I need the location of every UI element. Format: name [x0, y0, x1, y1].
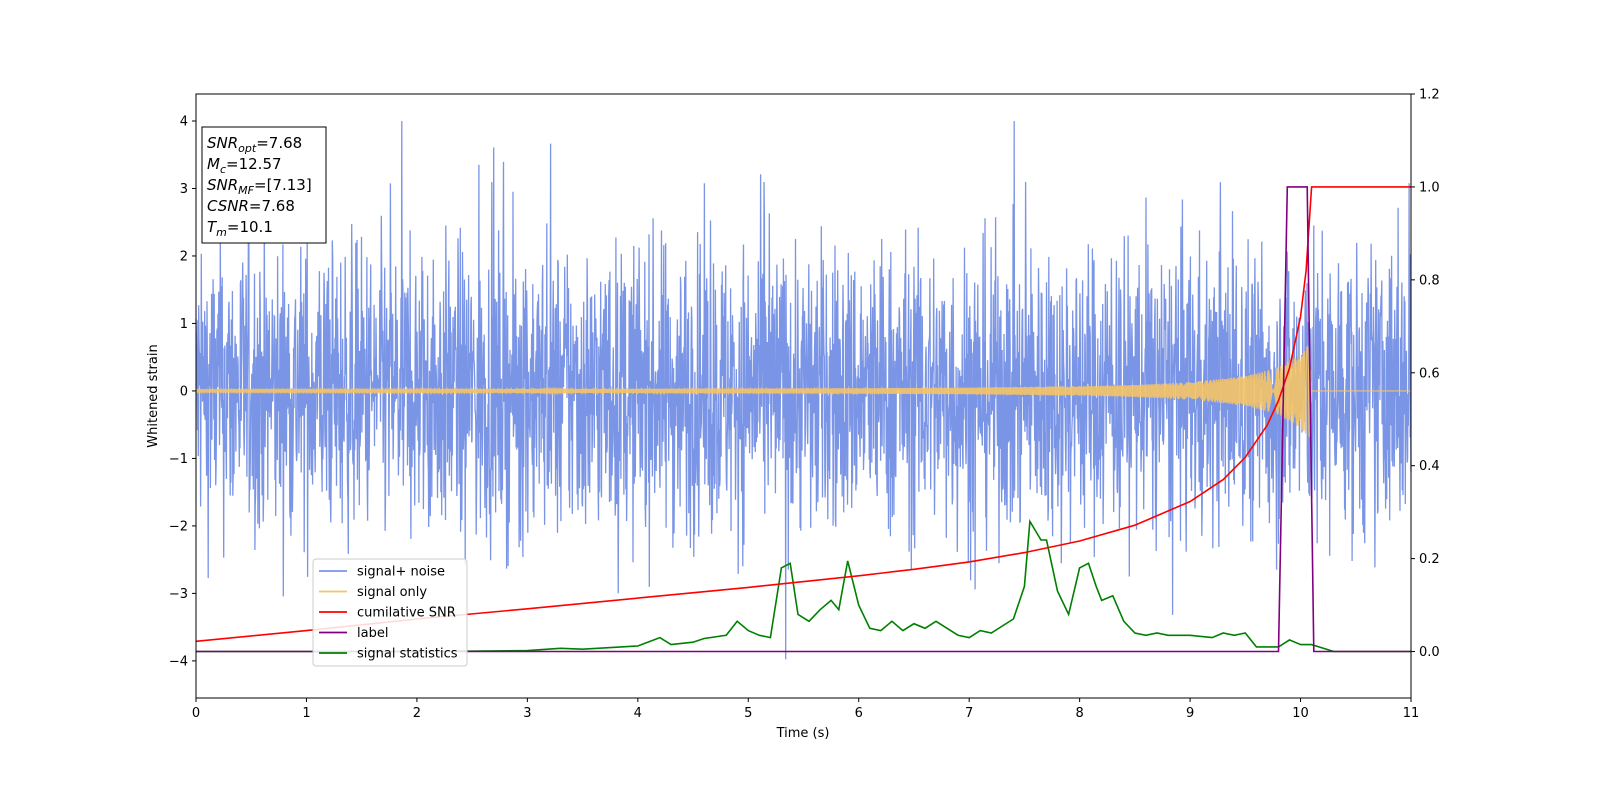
legend-label: label — [357, 626, 388, 641]
x-tick-label: 2 — [413, 706, 421, 721]
y-tick-label: 4 — [180, 114, 188, 129]
y2-tick-label: 1.0 — [1419, 180, 1440, 195]
legend-label: cumilative SNR — [357, 606, 456, 621]
annotation-line: Mc=12.57 — [207, 155, 282, 176]
x-tick-label: 7 — [965, 706, 973, 721]
y-tick-label: 2 — [180, 249, 188, 264]
x-tick-label: 6 — [855, 706, 863, 721]
signal-noise-layer — [195, 120, 1412, 660]
y-tick-label: 0 — [180, 384, 188, 399]
x-tick-label: 10 — [1292, 706, 1309, 721]
plot-frame — [195, 93, 1412, 699]
legend-frame — [312, 558, 468, 667]
y-tick-label: −2 — [169, 519, 188, 534]
annotation-box-frame — [201, 126, 327, 244]
x-tick-label: 8 — [1075, 706, 1083, 721]
y2-tick-label: 0.4 — [1419, 459, 1440, 474]
legend-label: signal+ noise — [357, 565, 445, 580]
y2-tick-label: 0.2 — [1419, 552, 1440, 567]
annotation-line: SNRopt=7.68 — [207, 134, 302, 155]
x-axis-label: Time (s) — [776, 726, 830, 741]
y2-axis-ticks: 0.0 0.2 0.4 0.6 0.8 1.0 1.2 — [1411, 88, 1440, 660]
x-axis-ticks: 0 1 2 3 4 5 6 7 8 9 10 11 — [192, 698, 1419, 721]
annotation-box: SNRopt=7.68Mc=12.57SNRMF=[7.13]CSNR=7.68… — [201, 126, 327, 244]
x-tick-label: 3 — [523, 706, 531, 721]
series-signal-only — [195, 345, 1411, 438]
y-tick-label: 3 — [180, 182, 188, 197]
x-tick-label: 4 — [634, 706, 642, 721]
x-tick-label: 5 — [744, 706, 752, 721]
legend-label: signal only — [357, 585, 427, 600]
y-axis-label: Whitened strain — [146, 344, 161, 447]
legend: signal+ noise signal only cumilative SNR la… — [312, 558, 468, 667]
legend-label: signal statistics — [357, 647, 458, 662]
series-cumulative-snr — [195, 186, 1411, 643]
x-tick-label: 1 — [302, 706, 310, 721]
series-layer — [195, 186, 1411, 653]
y2-tick-label: 0.0 — [1419, 645, 1440, 660]
annotation-line: Tm=10.1 — [207, 218, 273, 239]
annotation-line: CSNR=7.68 — [207, 197, 295, 215]
y-tick-label: 1 — [180, 317, 188, 332]
y2-tick-label: 0.8 — [1419, 273, 1440, 288]
y-tick-label: −3 — [169, 587, 188, 602]
y-tick-label: −1 — [169, 452, 188, 467]
y2-tick-label: 1.2 — [1419, 88, 1440, 103]
x-tick-label: 0 — [192, 706, 200, 721]
series-signal-statistics — [196, 518, 1411, 653]
series-label — [196, 186, 1411, 653]
x-tick-label: 9 — [1186, 706, 1194, 721]
signal-only-layer — [195, 345, 1411, 438]
series-signal-noise — [195, 120, 1412, 660]
y2-tick-label: 0.6 — [1419, 366, 1440, 381]
annotation-line: SNRMF=[7.13] — [207, 176, 312, 197]
y-tick-label: −4 — [169, 654, 188, 669]
y-axis-ticks: −4 −3 −2 −1 0 1 2 3 4 — [169, 114, 196, 669]
x-tick-label: 11 — [1403, 706, 1420, 721]
